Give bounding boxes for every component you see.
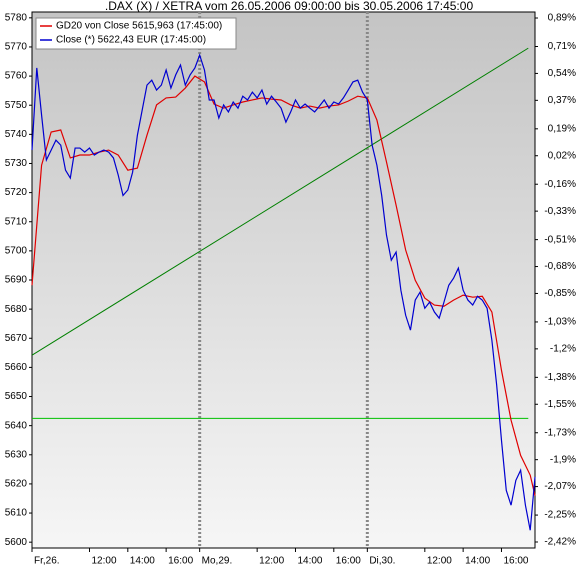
y2-tick-label: -0,33%	[544, 206, 576, 217]
legend-label: Close (*) 5622,43 EUR (17:45:00)	[56, 35, 206, 46]
x-tick-label: Di,30.	[369, 556, 395, 567]
y-tick-label: 5630	[5, 449, 28, 460]
y2-tick-label: -1,2%	[550, 344, 576, 355]
x-tick-label: 12:00	[91, 556, 116, 567]
plot	[31, 12, 536, 548]
y-tick-label: 5760	[5, 71, 28, 82]
y-tick-label: 5600	[5, 537, 28, 548]
y-tick-label: 5700	[5, 246, 28, 257]
x-tick-label: Mo,29.	[202, 556, 233, 567]
plot-area	[31, 11, 536, 549]
reference-line	[31, 47, 529, 356]
legend: GD20 von Close 5615,963 (17:45:00) Close …	[35, 17, 237, 50]
y2-tick-label: -1,73%	[544, 427, 576, 438]
y2-tick-label: -2,42%	[544, 537, 576, 548]
y-tick-label: 5720	[5, 187, 28, 198]
y-tick-label: 5750	[5, 100, 28, 111]
y-tick-label: 5730	[5, 158, 28, 169]
y2-tick-label: 0,89%	[548, 13, 576, 24]
legend-box	[35, 17, 237, 50]
y2-tick-label: -0,16%	[544, 179, 576, 190]
y-tick-label: 5640	[5, 420, 28, 431]
x-tick-label: 14:00	[130, 556, 155, 567]
y2-tick-label: -1,38%	[544, 372, 576, 383]
x-tick-label: 14:00	[297, 556, 322, 567]
y2-tick-label: -0,51%	[544, 234, 576, 245]
y2-tick-label: 0,19%	[548, 123, 576, 134]
x-tick-label: 16:00	[168, 556, 193, 567]
y2-tick-label: 0,37%	[548, 95, 576, 106]
x-tick-label: 16:00	[503, 556, 528, 567]
legend-label: GD20 von Close 5615,963 (17:45:00)	[56, 21, 222, 32]
y-tick-label: 5780	[5, 12, 28, 23]
y-tick-label: 5650	[5, 391, 28, 402]
x-tick-label: 12:00	[427, 556, 452, 567]
y2-tick-label: 0,71%	[548, 41, 576, 52]
y2-tick-label: -2,25%	[544, 510, 576, 521]
x-tick-label: 12:00	[259, 556, 284, 567]
y-tick-label: 5710	[5, 216, 28, 227]
series-line	[31, 53, 536, 531]
y2-tick-label: 0,02%	[548, 150, 576, 161]
chart-title: .DAX (X) / XETRA vom 26.05.2006 09:00:00…	[105, 0, 474, 13]
y2-tick-label: -0,68%	[544, 261, 576, 272]
y2-tick-label: -2,07%	[544, 481, 576, 492]
y-tick-label: 5610	[5, 508, 28, 519]
series-line	[31, 75, 536, 496]
y2-tick-label: -1,9%	[550, 454, 576, 465]
y2-tick-label: -1,55%	[544, 399, 576, 410]
y-tick-label: 5680	[5, 304, 28, 315]
x-tick-label: 14:00	[465, 556, 490, 567]
x-tick-label: 16:00	[336, 556, 361, 567]
y-tick-label: 5670	[5, 333, 28, 344]
y2-tick-label: -1,03%	[544, 317, 576, 328]
y-tick-label: 5660	[5, 362, 28, 373]
y2-tick-label: -0,85%	[544, 288, 576, 299]
y-tick-label: 5620	[5, 479, 28, 490]
x-tick-label: Fr,26.	[34, 556, 60, 567]
y-tick-label: 5740	[5, 129, 28, 140]
y-tick-label: 5770	[5, 42, 28, 53]
y-tick-label: 5690	[5, 275, 28, 286]
y2-tick-label: 0,54%	[548, 68, 576, 79]
